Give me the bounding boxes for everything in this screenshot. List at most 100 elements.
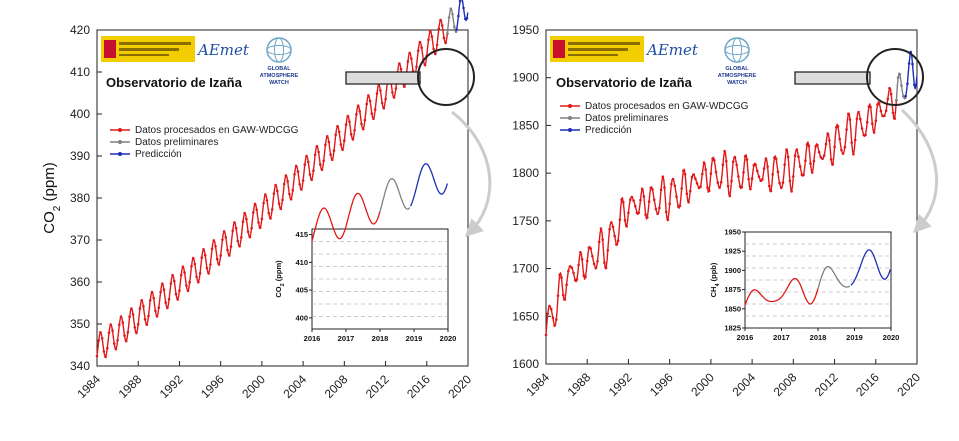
gaw-text-line2: ATMOSPHERE: [718, 73, 757, 79]
data-point: [392, 96, 396, 99]
data-point: [457, 14, 460, 18]
data-point: [210, 247, 214, 251]
data-point: [603, 261, 606, 264]
data-point: [778, 181, 781, 185]
x-tick-label: 2020: [883, 333, 900, 342]
data-point: [336, 124, 339, 128]
y-tick-label: 1900: [724, 266, 741, 275]
data-point: [658, 206, 661, 210]
data-point: [745, 158, 749, 161]
data-point: [859, 117, 862, 121]
data-point: [331, 158, 334, 162]
data-point: [618, 218, 622, 221]
x-tick-label: 1988: [565, 370, 594, 399]
data-point: [439, 18, 442, 22]
y-tick-label: 390: [70, 149, 90, 163]
data-point: [625, 225, 628, 228]
data-point: [154, 309, 157, 313]
data-point: [289, 198, 293, 201]
x-tick-label: 2019: [406, 334, 423, 343]
x-tick-label: 2016: [304, 334, 321, 343]
data-point: [455, 28, 459, 31]
data-point: [742, 171, 745, 174]
data-point: [649, 186, 653, 190]
data-point: [694, 177, 697, 180]
y-tick-label: 1825: [724, 324, 741, 333]
data-point: [264, 193, 267, 196]
curved-arrow-icon: [900, 108, 939, 234]
data-point: [313, 153, 317, 157]
data-point: [895, 99, 898, 102]
data-point: [284, 174, 288, 177]
data-point: [233, 221, 236, 224]
data-point: [785, 148, 788, 151]
ch4-inset-series: [744, 249, 892, 306]
data-point: [730, 179, 733, 183]
data-point: [646, 216, 649, 219]
data-point: [879, 109, 883, 113]
y-tick-label: 340: [70, 359, 90, 373]
data-point: [346, 114, 350, 118]
data-point: [202, 248, 205, 251]
data-point: [294, 164, 298, 168]
data-point: [398, 62, 401, 65]
data-point: [341, 148, 344, 151]
data-point: [776, 170, 780, 174]
data-point: [568, 265, 572, 268]
gaw-text-line3: WATCH: [269, 80, 289, 86]
data-point: [140, 299, 143, 302]
data-point: [821, 157, 824, 160]
co2-legend-item-prediction: Predicción: [110, 149, 182, 160]
data-point: [240, 236, 243, 239]
series-line-1: [379, 178, 411, 212]
data-point: [454, 30, 458, 33]
ch4-x-axis: 1984 1988 1992 1996 2000 2004 2008 2012 2016 2020: [523, 359, 923, 399]
x-tick-label: 2020: [445, 372, 474, 401]
data-point: [403, 85, 406, 89]
data-point: [689, 189, 692, 193]
data-point: [236, 239, 240, 243]
ch4-inset-y-axis-title: CH4 (ppb): [709, 262, 721, 297]
spain-government-logo-icon: [550, 36, 644, 62]
data-point: [191, 256, 195, 260]
x-tick-label: 1992: [157, 372, 186, 401]
data-point: [432, 47, 435, 51]
data-point: [860, 127, 864, 130]
data-point: [171, 273, 174, 277]
y-tick-label: 1950: [724, 228, 741, 237]
data-point: [465, 16, 469, 20]
data-point: [640, 187, 644, 191]
data-point: [719, 180, 723, 184]
data-point: [349, 133, 353, 136]
data-point: [740, 185, 744, 189]
data-point: [599, 227, 603, 230]
data-point: [802, 173, 805, 176]
data-point: [579, 251, 582, 254]
data-point: [373, 108, 377, 111]
data-point: [250, 226, 253, 230]
data-point: [112, 342, 116, 345]
data-point: [190, 265, 193, 268]
ch4-inset-grid: [745, 243, 891, 317]
data-point: [888, 86, 891, 90]
x-tick-label: 2017: [773, 333, 790, 342]
data-point: [228, 254, 231, 257]
data-point: [589, 247, 592, 250]
data-point: [709, 172, 713, 175]
data-point: [575, 278, 579, 281]
data-point: [428, 29, 432, 33]
data-point: [891, 111, 895, 115]
data-point: [850, 141, 853, 144]
data-point: [188, 280, 191, 284]
data-point: [824, 142, 828, 146]
data-point: [123, 334, 126, 337]
data-point: [305, 154, 308, 158]
data-point: [274, 183, 277, 187]
x-tick-label: 1992: [606, 370, 635, 399]
ch4-y-axis: 1600 1650 1700 1750 1800 1850 1900 1950: [512, 23, 551, 371]
data-point: [291, 189, 295, 192]
data-point: [654, 207, 658, 211]
data-point: [312, 169, 315, 172]
y-tick-label: 1950: [512, 23, 539, 37]
data-point: [224, 236, 228, 239]
